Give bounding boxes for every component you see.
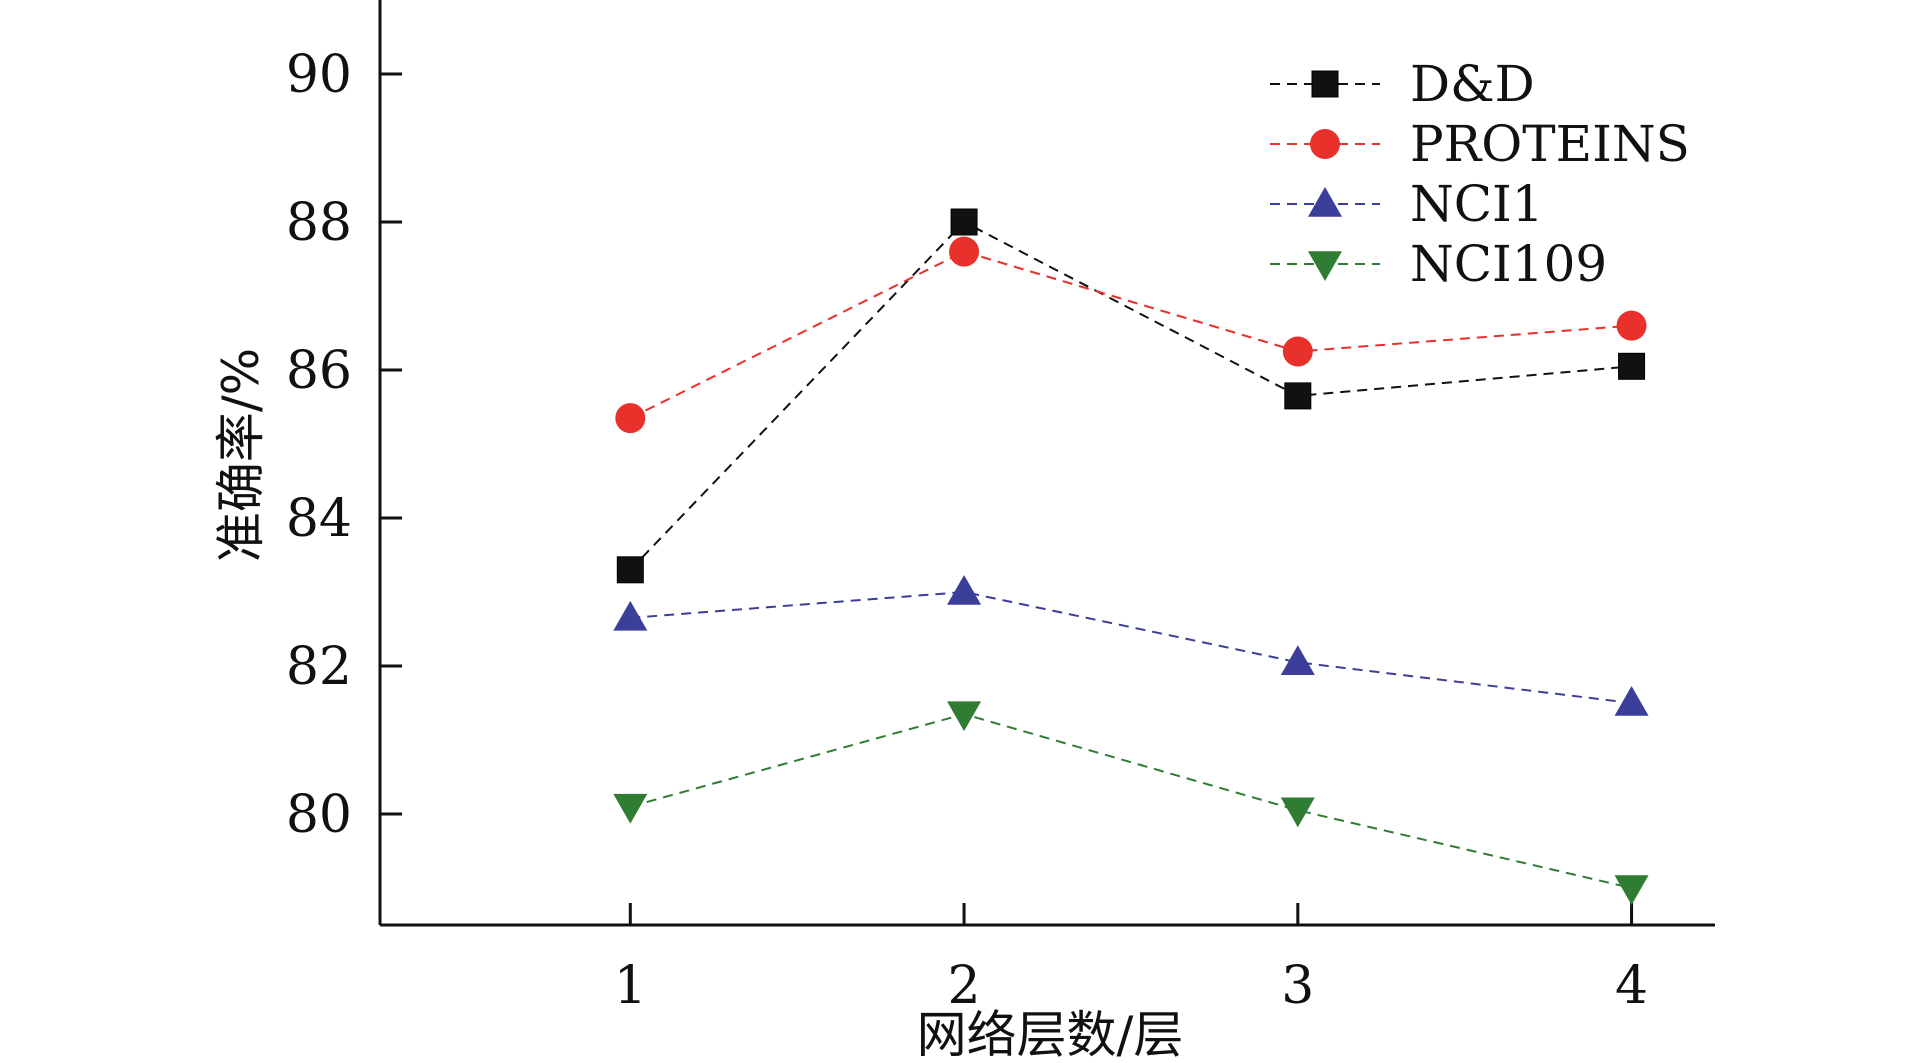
data-point [1282, 336, 1313, 367]
axes [378, 0, 1715, 927]
data-point [1284, 382, 1312, 410]
series-line [630, 713, 1632, 889]
series-2 [613, 575, 1649, 716]
legend-item: D&D [1270, 55, 1535, 113]
series-line [629, 220, 1632, 571]
y-tick-label: 86 [286, 341, 352, 401]
x-tick-label: 4 [1615, 956, 1648, 1016]
x-axis-title: 网络层数/层 [917, 1006, 1184, 1063]
y-axis-title: 准确率/% [212, 348, 270, 562]
data-point [947, 701, 982, 732]
data-point [615, 403, 646, 434]
data-point [1280, 797, 1315, 828]
y-tick-label: 84 [286, 489, 352, 549]
legend-marker [1310, 129, 1340, 159]
series-3 [613, 701, 1649, 905]
legend-item: NCI109 [1270, 235, 1607, 293]
legend-label: D&D [1410, 55, 1535, 113]
legend-label: NCI109 [1410, 235, 1607, 293]
data-point [1614, 875, 1649, 905]
y-tick-label: 80 [286, 785, 352, 845]
data-point [1614, 686, 1649, 716]
data-point [949, 236, 980, 267]
legend-marker [1308, 187, 1342, 217]
data-point [1280, 645, 1315, 676]
y-tick-label: 90 [286, 45, 352, 105]
series-layer [613, 208, 1649, 905]
x-tick-label: 1 [614, 956, 647, 1016]
series-0 [616, 208, 1646, 584]
data-point [947, 575, 982, 605]
data-point [613, 793, 648, 824]
legend-marker [1311, 70, 1339, 98]
data-point [1616, 310, 1647, 341]
x-tick-label: 3 [1281, 956, 1314, 1016]
series-line [629, 250, 1632, 419]
data-point [950, 208, 978, 236]
series-1 [615, 236, 1647, 434]
legend-item: PROTEINS [1270, 115, 1690, 173]
data-point [613, 600, 648, 631]
legend-label: NCI1 [1410, 175, 1544, 233]
legend-label: PROTEINS [1410, 115, 1690, 173]
y-tick-label: 88 [286, 193, 352, 253]
data-point [1618, 352, 1646, 380]
x-tick-label: 2 [948, 956, 981, 1016]
series-line [630, 590, 1632, 704]
legend-item: NCI1 [1270, 175, 1544, 233]
y-tick-label: 82 [286, 637, 352, 697]
legend-marker [1308, 251, 1342, 281]
ticks: 80 82 84 86 88 90 1 2 3 4 [286, 45, 1648, 1016]
data-point [616, 556, 644, 584]
